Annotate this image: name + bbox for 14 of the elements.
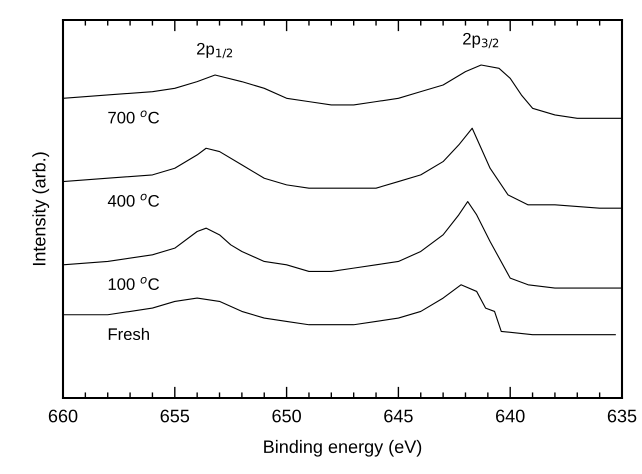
x-tick-label: 655 [160, 410, 190, 422]
x-tick-label: 640 [496, 410, 525, 422]
y-axis-title: Intensity (arb.) [32, 152, 50, 266]
x-tick-label: 660 [48, 410, 78, 422]
series-label: 400 $^{o}$C [108, 194, 160, 207]
x-tick-label: 635 [608, 410, 636, 422]
series-label: 100 $^{o}$C [108, 276, 160, 290]
x-tick-label: 650 [272, 410, 301, 422]
x-tick-label: 645 [384, 410, 413, 422]
series-label: 700 $^{o}$C [108, 110, 160, 124]
annotation: 2p$_{1/2}$ [197, 42, 232, 58]
annotation: 2p$_{3/2}$ [463, 32, 498, 48]
series-label: Fresh [108, 328, 149, 340]
x-axis-title: Binding energy (eV) [264, 440, 422, 457]
